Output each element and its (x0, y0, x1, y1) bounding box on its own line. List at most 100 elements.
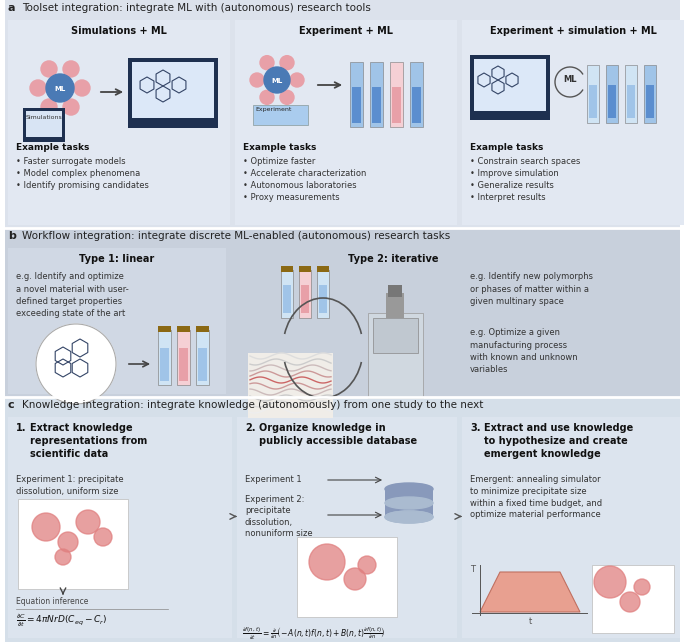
Bar (587, 65, 599, 123)
Text: Emergent: annealing simulator
to minimize precipitate size
within a fixed time b: Emergent: annealing simulator to minimiz… (470, 475, 602, 519)
Text: ML: ML (54, 86, 66, 92)
Circle shape (41, 99, 57, 115)
Ellipse shape (385, 511, 433, 523)
Text: • Optimize faster: • Optimize faster (243, 157, 315, 166)
Bar (235, 20, 457, 225)
Bar (283, 285, 291, 313)
Bar (372, 87, 381, 123)
Bar (198, 348, 207, 381)
Bar (385, 489, 433, 517)
Bar (177, 330, 190, 385)
Text: Equation inference: Equation inference (16, 597, 88, 606)
Text: t: t (528, 617, 532, 626)
Bar (370, 62, 383, 127)
Bar (8, 417, 232, 638)
Text: • Faster surrogate models: • Faster surrogate models (16, 157, 125, 166)
Bar (253, 105, 308, 125)
Text: Extract and use knowledge
to hypothesize and create
emergent knowledge: Extract and use knowledge to hypothesize… (484, 423, 633, 458)
Circle shape (250, 73, 264, 87)
Bar (462, 417, 680, 638)
Circle shape (30, 80, 46, 96)
Circle shape (74, 80, 90, 96)
Text: Simulations + ML: Simulations + ML (71, 26, 167, 36)
Text: Organize knowledge in
publicly accessible database: Organize knowledge in publicly accessibl… (259, 423, 417, 446)
Text: Toolset integration: integrate ML with (autonomous) research tools: Toolset integration: integrate ML with (… (22, 3, 371, 13)
Bar (248, 353, 333, 418)
Bar (5, 397, 680, 642)
Bar (8, 248, 226, 394)
Circle shape (280, 56, 294, 70)
Bar (390, 62, 403, 127)
Bar (592, 565, 674, 633)
Bar (350, 62, 363, 127)
Bar (297, 537, 397, 617)
Circle shape (94, 528, 112, 546)
Text: • Improve simulation: • Improve simulation (470, 169, 559, 178)
Ellipse shape (385, 511, 433, 523)
Text: • Accelerate characterization: • Accelerate characterization (243, 169, 366, 178)
Bar (625, 65, 637, 123)
Bar (644, 65, 656, 123)
Bar (158, 330, 171, 385)
Bar (299, 270, 311, 318)
Bar (26, 111, 62, 137)
Bar (18, 499, 128, 589)
Circle shape (46, 74, 74, 102)
Bar (196, 330, 209, 385)
Circle shape (290, 73, 304, 87)
Text: e.g. Identify new polymorphs
or phases of matter within a
given multinary space: e.g. Identify new polymorphs or phases o… (470, 272, 593, 306)
Bar (128, 58, 218, 128)
Bar (317, 266, 329, 272)
Bar (462, 20, 684, 225)
Bar (160, 348, 169, 381)
Text: • Model complex phenomena: • Model complex phenomena (16, 169, 140, 178)
Circle shape (55, 549, 71, 565)
Bar (5, 228, 680, 246)
Text: Workflow integration: integrate discrete ML-enabled (autonomous) research tasks: Workflow integration: integrate discrete… (22, 231, 450, 241)
Text: • Constrain search spaces: • Constrain search spaces (470, 157, 580, 166)
Circle shape (280, 91, 294, 104)
Bar (281, 270, 293, 318)
Bar (319, 285, 327, 313)
Text: e.g. Optimize a given
manufacturing process
with known and unknown
variables: e.g. Optimize a given manufacturing proc… (470, 328, 577, 374)
Text: • Proxy measurements: • Proxy measurements (243, 193, 340, 202)
Text: • Interpret results: • Interpret results (470, 193, 546, 202)
Text: a: a (8, 3, 16, 13)
Bar (392, 87, 401, 123)
Bar (23, 108, 65, 142)
Bar (5, 397, 680, 415)
Text: Type 1: linear: Type 1: linear (79, 254, 155, 264)
Text: ML: ML (563, 76, 577, 85)
Text: Knowledge integration: integrate knowledge (autonomously) from one study to the : Knowledge integration: integrate knowled… (22, 400, 484, 410)
Circle shape (634, 579, 650, 595)
Ellipse shape (385, 483, 433, 495)
Text: Experiment + simulation + ML: Experiment + simulation + ML (490, 26, 656, 36)
Text: • Identify promising candidates: • Identify promising candidates (16, 181, 149, 190)
Bar (646, 85, 654, 118)
Bar (196, 326, 209, 332)
Bar (179, 348, 188, 381)
Circle shape (309, 544, 345, 580)
Bar (589, 85, 597, 118)
Text: 2.: 2. (245, 423, 256, 433)
Bar (608, 85, 616, 118)
Bar (5, 0, 680, 18)
Bar (388, 285, 402, 297)
Bar (368, 313, 423, 398)
Bar (352, 87, 361, 123)
Text: $\frac{\partial f(n,\,t)}{\partial t} = \frac{\partial}{\partial n}\!\left(\!-A(: $\frac{\partial f(n,\,t)}{\partial t} = … (242, 625, 385, 642)
Bar (410, 62, 423, 127)
Circle shape (620, 592, 640, 612)
Text: 3.: 3. (470, 423, 480, 433)
Text: Example tasks: Example tasks (470, 143, 543, 152)
Bar (158, 326, 171, 332)
Text: T: T (470, 565, 475, 574)
Circle shape (260, 91, 274, 104)
Text: Experiment + ML: Experiment + ML (299, 26, 393, 36)
Bar (237, 417, 457, 638)
Text: Example tasks: Example tasks (243, 143, 316, 152)
Bar (317, 270, 329, 318)
Bar (177, 326, 190, 332)
Text: Type 2: iterative: Type 2: iterative (348, 254, 438, 264)
Circle shape (76, 510, 100, 534)
